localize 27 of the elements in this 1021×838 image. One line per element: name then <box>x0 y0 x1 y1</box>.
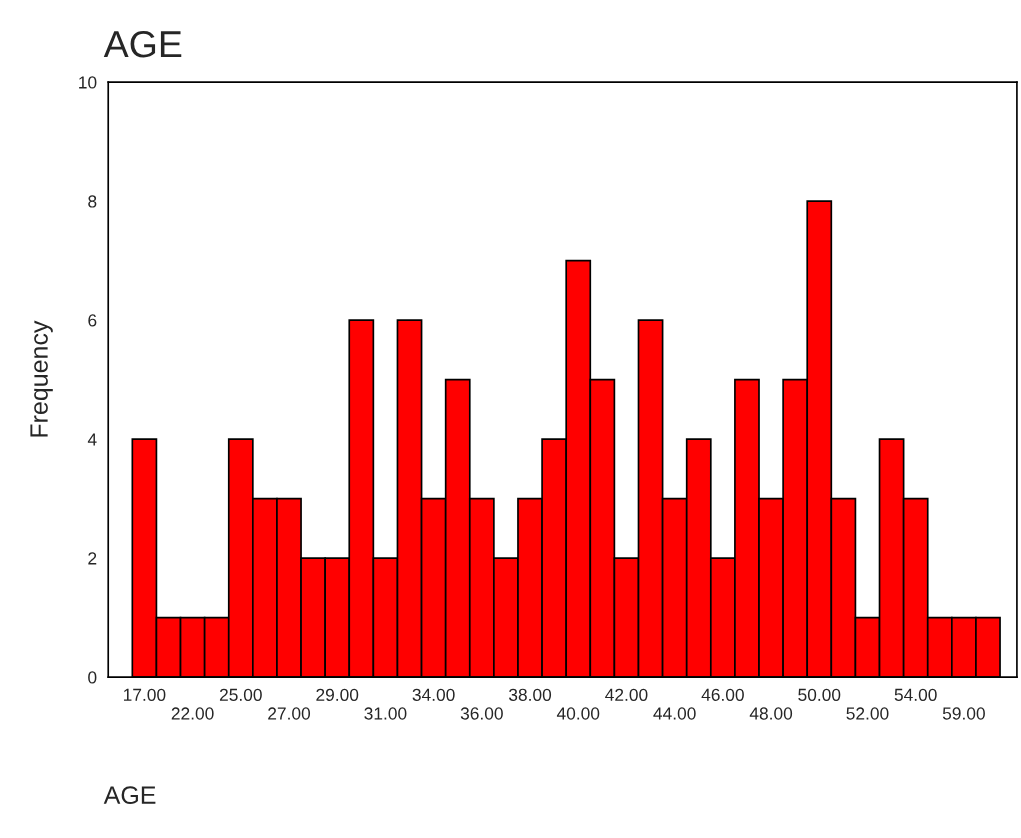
x-tick-label: 40.00 <box>556 707 600 720</box>
x-tick-label: 36.00 <box>460 707 503 720</box>
x-tick-label: 46.00 <box>701 688 744 701</box>
x-tick-label: 44.00 <box>653 707 696 720</box>
x-tick-label: 48.00 <box>749 707 793 720</box>
x-tick-label: 27.00 <box>268 707 311 720</box>
x-tick-label: 54.00 <box>894 688 937 701</box>
y-tick-label: 6 <box>88 314 97 327</box>
x-tick-label: 42.00 <box>605 688 648 701</box>
x-tick-label: 38.00 <box>508 688 552 701</box>
y-tick-label: 10 <box>79 76 97 89</box>
x-tick-label: 31.00 <box>364 707 407 720</box>
y-tick-label: 4 <box>87 433 97 446</box>
y-tick-label: 2 <box>88 552 97 565</box>
x-tick-label: 22.00 <box>171 707 214 720</box>
x-axis-title: AGE <box>103 786 156 804</box>
x-tick-label: 29.00 <box>316 688 359 701</box>
y-tick-label: 8 <box>88 195 97 208</box>
y-axis-title: Frequency <box>30 320 53 437</box>
x-tick-label: 52.00 <box>846 707 889 720</box>
x-tick-label: 34.00 <box>412 688 455 701</box>
x-tick-label: 25.00 <box>219 688 262 701</box>
x-tick-label: 59.00 <box>942 707 985 720</box>
x-tick-label: 17.00 <box>123 688 166 701</box>
chart-title: AGE <box>103 30 182 58</box>
y-tick-label: 0 <box>88 671 97 684</box>
x-tick-label: 50.00 <box>798 688 841 701</box>
